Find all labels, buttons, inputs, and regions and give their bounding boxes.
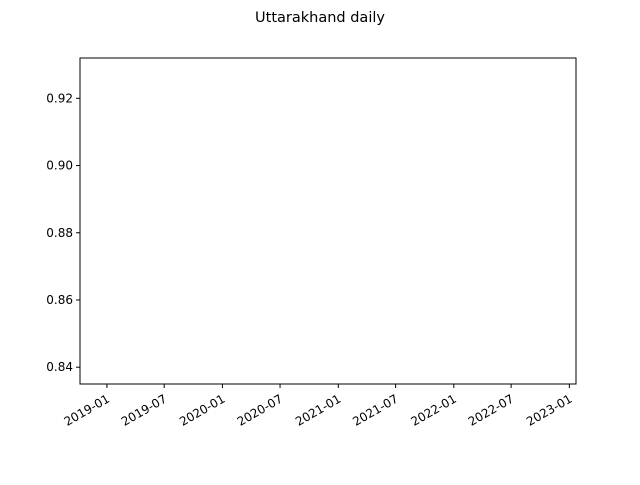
y-tick-label: 0.92 (46, 91, 73, 105)
y-axis: 0.84 0.86 0.88 0.90 0.92 (46, 91, 80, 374)
y-tick-label: 0.86 (46, 293, 73, 307)
y-tick-label: 0.84 (46, 360, 73, 374)
y-tick-label: 0.90 (46, 159, 73, 173)
y-tick-label: 0.88 (46, 226, 73, 240)
axes-frame (79, 57, 577, 385)
chart-title: Uttarakhand daily (255, 10, 385, 26)
